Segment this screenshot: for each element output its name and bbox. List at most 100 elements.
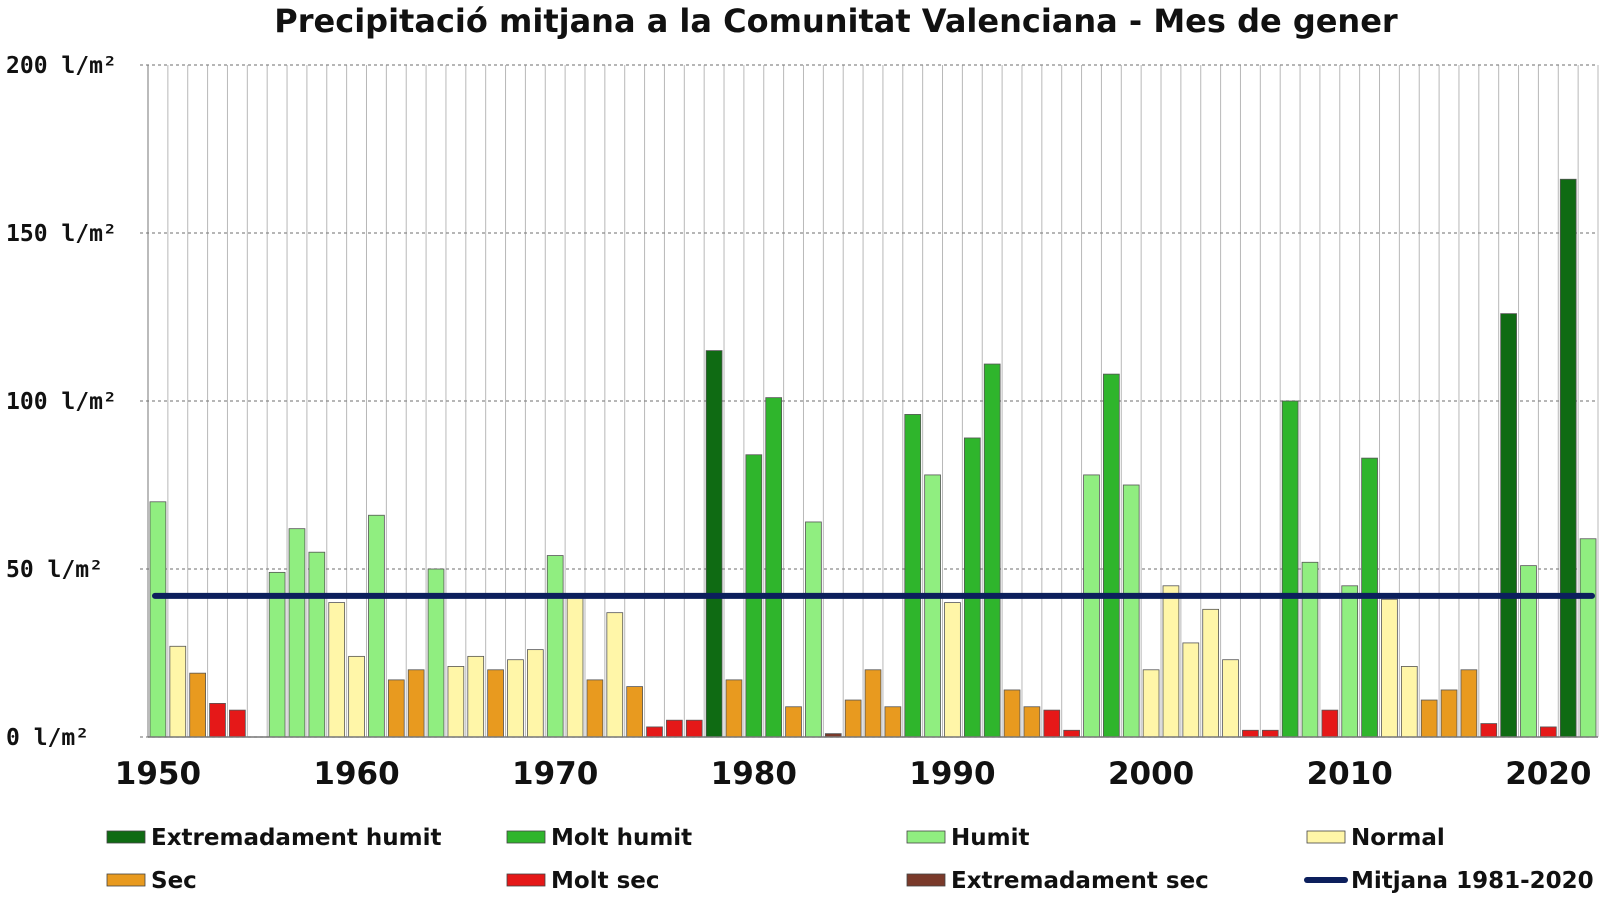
bar-1954 — [229, 709, 246, 738]
bar-1957 — [288, 528, 306, 738]
bar-1969 — [526, 649, 544, 738]
bar-1998 — [1103, 373, 1120, 738]
bar-2004 — [1222, 659, 1239, 738]
bar-1952 — [189, 672, 206, 738]
bar-1986 — [864, 669, 882, 738]
gridlines — [140, 64, 1599, 738]
bar-1958 — [308, 551, 326, 738]
bar-1983 — [805, 521, 822, 738]
bar-2005 — [1242, 729, 1259, 738]
bar-2015 — [1440, 689, 1458, 738]
bar-2009 — [1321, 709, 1339, 738]
bar-2002 — [1182, 642, 1200, 738]
chart-title: Precipitació mitjana a la Comunitat Vale… — [274, 2, 1398, 40]
bar-1968 — [507, 659, 524, 738]
legend-swatch — [506, 830, 546, 844]
bar-2006 — [1261, 729, 1279, 738]
legend-label: Normal — [1351, 825, 1445, 851]
legend-item: Extremadament humit — [106, 825, 442, 851]
bar-1995 — [1043, 709, 1061, 738]
bar-1988 — [904, 414, 922, 738]
bar-2000 — [1142, 669, 1160, 738]
bar-1977 — [685, 719, 703, 738]
bar-1974 — [626, 686, 643, 738]
bar-1961 — [368, 514, 385, 738]
bar-1992 — [983, 363, 1001, 738]
x-axis: 1950 1960 1970 1980 1990 2000 2010 2020 — [115, 736, 1598, 792]
legend-label: Humit — [951, 825, 1029, 851]
bar-1975 — [646, 726, 663, 738]
legend-label: Sec — [151, 868, 197, 894]
legend-label: Mitjana 1981-2020 — [1351, 868, 1594, 894]
x-tick-label: 1960 — [313, 756, 399, 792]
bar-1990 — [944, 602, 961, 738]
legend-item: Molt sec — [506, 868, 660, 894]
bar-2001 — [1162, 585, 1180, 738]
x-tick-label: 2000 — [1108, 756, 1194, 792]
legend-item: Humit — [906, 825, 1029, 851]
bar-2014 — [1420, 699, 1438, 738]
legend-item: Extremadament sec — [906, 868, 1209, 894]
bar-1963 — [407, 669, 425, 738]
bar-1951 — [169, 645, 187, 738]
y-tick-label: 200 l/m² — [6, 53, 117, 79]
bar-2018 — [1500, 313, 1517, 738]
legend-label: Extremadament humit — [151, 825, 442, 851]
y-axis: 0 l/m² 50 l/m² 100 l/m² 150 l/m² 200 l/m² — [6, 53, 149, 751]
y-tick-label: 0 l/m² — [6, 725, 89, 751]
bar-1996 — [1063, 729, 1080, 738]
legend-item: Molt humit — [506, 825, 692, 851]
bar-1989 — [924, 474, 941, 738]
bar-2016 — [1460, 669, 1478, 738]
legend-swatch — [506, 873, 546, 887]
bar-2007 — [1281, 400, 1299, 738]
bar-1994 — [1023, 706, 1041, 738]
bar-1950 — [149, 501, 167, 738]
legend-item: Mitjana 1981-2020 — [1304, 868, 1594, 894]
y-tick-label: 100 l/m² — [6, 389, 117, 415]
legend-label: Extremadament sec — [951, 868, 1209, 894]
y-tick-label: 150 l/m² — [6, 221, 117, 247]
bar-1999 — [1122, 484, 1140, 738]
x-tick-label: 1950 — [115, 756, 201, 792]
bars — [149, 178, 1597, 738]
x-tick-label: 2010 — [1307, 756, 1393, 792]
bar-1962 — [387, 679, 405, 738]
bar-1991 — [963, 437, 981, 738]
bar-1960 — [348, 655, 365, 738]
bar-2010 — [1341, 585, 1359, 738]
bar-1978 — [705, 350, 723, 738]
bar-2003 — [1202, 608, 1220, 738]
bar-1976 — [666, 719, 683, 738]
bar-1993 — [1003, 689, 1021, 738]
legend: Extremadament humit Molt humit Humit Normal… — [106, 825, 1594, 894]
bar-2017 — [1480, 723, 1498, 738]
x-tick-label: 2020 — [1505, 756, 1591, 792]
legend-swatch — [906, 873, 946, 887]
bar-1966 — [467, 655, 485, 738]
legend-label: Molt humit — [551, 825, 692, 851]
x-tick-label: 1980 — [711, 756, 797, 792]
legend-swatch — [906, 830, 946, 844]
legend-item: Sec — [106, 868, 197, 894]
bar-2021 — [1559, 178, 1577, 738]
bar-2013 — [1400, 666, 1418, 738]
bar-2022 — [1579, 538, 1597, 738]
bar-1981 — [765, 397, 783, 738]
bar-1970 — [546, 555, 564, 738]
bar-1997 — [1083, 474, 1100, 738]
x-tick-label: 1970 — [512, 756, 598, 792]
bar-1953 — [209, 703, 226, 738]
y-tick-label: 50 l/m² — [6, 557, 103, 583]
bar-1985 — [844, 699, 862, 738]
legend-item: Normal — [1306, 825, 1445, 851]
bar-1982 — [785, 706, 802, 738]
bar-1973 — [606, 612, 624, 738]
bar-1979 — [725, 679, 743, 738]
bar-2019 — [1520, 565, 1537, 738]
legend-swatch — [106, 873, 146, 887]
bar-1972 — [586, 679, 604, 738]
bar-1971 — [566, 595, 584, 738]
legend-label: Molt sec — [551, 868, 660, 894]
